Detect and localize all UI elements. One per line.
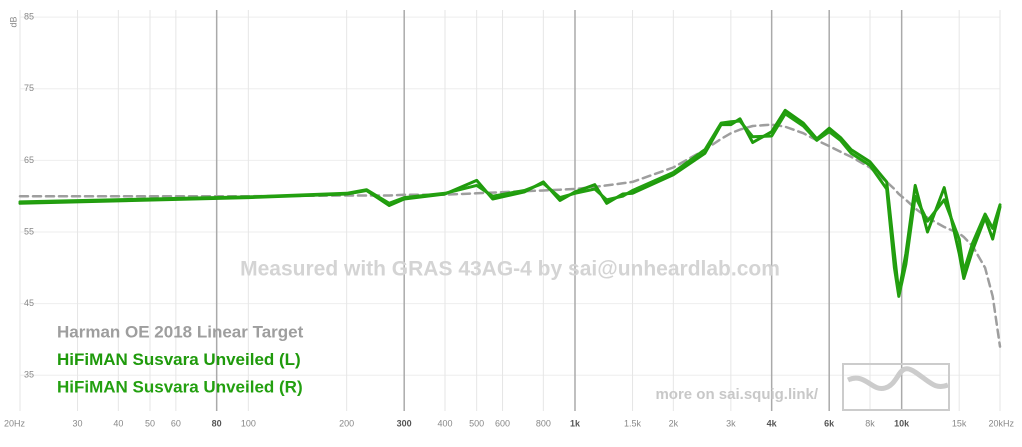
x-tick-label: 30 bbox=[73, 418, 83, 428]
x-tick-label: 80 bbox=[212, 418, 222, 428]
legend-entry: HiFiMAN Susvara Unveiled (L) bbox=[57, 350, 301, 369]
x-tick-label: 20Hz bbox=[4, 418, 26, 428]
x-tick-label: 10k bbox=[894, 418, 910, 428]
x-tick-label: 200 bbox=[339, 418, 354, 428]
logo bbox=[842, 363, 950, 411]
x-tick-label: 500 bbox=[469, 418, 484, 428]
x-tick-label: 20kHz bbox=[988, 418, 1014, 428]
y-tick-label: 35 bbox=[24, 370, 34, 380]
x-tick-label: 50 bbox=[145, 418, 155, 428]
legend-entry: HiFiMAN Susvara Unveiled (R) bbox=[57, 377, 303, 396]
series-line bbox=[18, 112, 1002, 298]
y-tick-label: 65 bbox=[24, 155, 34, 165]
series-line bbox=[18, 123, 1002, 348]
legend: Harman OE 2018 Linear Target HiFiMAN Susv… bbox=[57, 322, 304, 396]
x-tick-label: 2k bbox=[669, 418, 679, 428]
watermark: Measured with GRAS 43AG-4 by sai@unheard… bbox=[240, 258, 780, 281]
x-tick-label: 300 bbox=[397, 418, 412, 428]
legend-entry: Harman OE 2018 Linear Target bbox=[57, 322, 304, 341]
footer-link: more on sai.squig.link/ bbox=[655, 386, 818, 403]
y-tick-label: 75 bbox=[24, 83, 34, 93]
x-tick-label: 800 bbox=[536, 418, 551, 428]
y-tick-label: 55 bbox=[24, 226, 34, 236]
y-tick-label: 85 bbox=[24, 12, 34, 22]
y-axis-label: dB bbox=[8, 16, 18, 27]
y-tick-label: 45 bbox=[24, 298, 34, 308]
x-tick-label: 600 bbox=[495, 418, 510, 428]
x-tick-label: 100 bbox=[241, 418, 256, 428]
x-tick-label: 1k bbox=[570, 418, 581, 428]
x-tick-label: 1.5k bbox=[624, 418, 642, 428]
x-tick-label: 4k bbox=[767, 418, 778, 428]
x-tick-label: 60 bbox=[171, 418, 181, 428]
x-tick-label: 6k bbox=[824, 418, 835, 428]
x-tick-label: 3k bbox=[726, 418, 736, 428]
x-tick-label: 400 bbox=[437, 418, 452, 428]
x-tick-label: 40 bbox=[113, 418, 123, 428]
x-tick-label: 8k bbox=[865, 418, 875, 428]
x-tick-label: 15k bbox=[952, 418, 967, 428]
